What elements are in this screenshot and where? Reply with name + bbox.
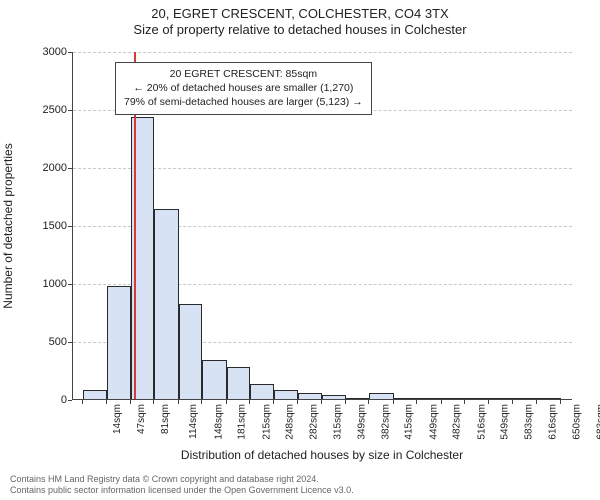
- x-tick-label: 148sqm: [213, 404, 224, 440]
- x-tick-mark: [297, 400, 298, 404]
- y-tick-label: 1500: [7, 220, 67, 232]
- x-tick-mark: [488, 400, 489, 404]
- histogram-bar: [442, 398, 466, 399]
- x-tick-label: 482sqm: [452, 404, 463, 440]
- x-tick-mark: [82, 400, 83, 404]
- x-axis-label: Distribution of detached houses by size …: [72, 448, 572, 462]
- y-tick-label: 1000: [7, 278, 67, 290]
- x-tick-label: 14sqm: [112, 404, 123, 434]
- x-tick-mark: [536, 400, 537, 404]
- title-line-2: Size of property relative to detached ho…: [0, 22, 600, 38]
- y-tick-label: 2500: [7, 104, 67, 116]
- x-tick-label: 349sqm: [357, 404, 368, 440]
- annotation-box: 20 EGRET CRESCENT: 85sqm ← 20% of detach…: [115, 62, 372, 115]
- histogram-bar: [489, 398, 513, 399]
- y-tick-label: 500: [7, 336, 67, 348]
- y-tick-mark: [68, 342, 72, 343]
- annotation-line-3: 79% of semi-detached houses are larger (…: [124, 95, 363, 109]
- y-tick-label: 3000: [7, 46, 67, 58]
- histogram-bar: [107, 286, 131, 399]
- x-tick-mark: [416, 400, 417, 404]
- histogram-bar: [83, 390, 107, 399]
- x-tick-mark: [321, 400, 322, 404]
- histogram-bar: [322, 395, 346, 399]
- x-tick-label: 516sqm: [476, 404, 487, 440]
- x-tick-label: 549sqm: [500, 404, 511, 440]
- title-block: 20, EGRET CRESCENT, COLCHESTER, CO4 3TX …: [0, 0, 600, 39]
- x-tick-label: 114sqm: [188, 404, 199, 439]
- x-tick-mark: [368, 400, 369, 404]
- gridline: [73, 52, 572, 53]
- x-tick-mark: [201, 400, 202, 404]
- x-tick-label: 449sqm: [428, 404, 439, 440]
- x-tick-mark: [512, 400, 513, 404]
- annotation-line-1: 20 EGRET CRESCENT: 85sqm: [124, 67, 363, 81]
- histogram-bar: [179, 304, 203, 399]
- x-tick-mark: [249, 400, 250, 404]
- x-tick-label: 583sqm: [524, 404, 535, 440]
- x-tick-label: 81sqm: [160, 404, 171, 434]
- y-axis-label: Number of detached properties: [1, 61, 15, 226]
- x-tick-mark: [441, 400, 442, 404]
- x-tick-mark: [130, 400, 131, 404]
- y-tick-mark: [68, 168, 72, 169]
- y-tick-label: 2000: [7, 162, 67, 174]
- y-tick-mark: [68, 226, 72, 227]
- title-line-1: 20, EGRET CRESCENT, COLCHESTER, CO4 3TX: [0, 6, 600, 22]
- y-tick-label: 0: [7, 394, 67, 406]
- y-tick-mark: [68, 284, 72, 285]
- histogram-bar: [417, 398, 441, 399]
- y-tick-mark: [68, 52, 72, 53]
- x-tick-mark: [393, 400, 394, 404]
- footer: Contains HM Land Registry data © Crown c…: [10, 474, 354, 496]
- histogram-bar: [537, 398, 561, 399]
- histogram-bar: [369, 393, 393, 399]
- x-tick-label: 47sqm: [136, 404, 147, 434]
- histogram-bar: [154, 209, 178, 399]
- histogram-bar: [298, 393, 322, 399]
- histogram-bar: [202, 360, 226, 399]
- histogram-bar: [250, 384, 274, 399]
- x-tick-label: 282sqm: [309, 404, 320, 440]
- y-tick-mark: [68, 400, 72, 401]
- histogram-bar: [394, 398, 418, 399]
- footer-line-1: Contains HM Land Registry data © Crown c…: [10, 474, 354, 485]
- annotation-line-2: ← 20% of detached houses are smaller (1,…: [124, 81, 363, 95]
- x-tick-label: 415sqm: [404, 404, 415, 440]
- x-tick-label: 650sqm: [572, 404, 583, 440]
- x-tick-mark: [560, 400, 561, 404]
- x-tick-mark: [345, 400, 346, 404]
- x-tick-mark: [464, 400, 465, 404]
- histogram-bar: [274, 390, 298, 399]
- x-tick-label: 215sqm: [261, 404, 272, 440]
- footer-line-2: Contains public sector information licen…: [10, 485, 354, 496]
- x-tick-mark: [273, 400, 274, 404]
- y-tick-mark: [68, 110, 72, 111]
- x-tick-label: 181sqm: [237, 404, 248, 440]
- x-tick-label: 248sqm: [285, 404, 296, 440]
- x-tick-label: 315sqm: [333, 404, 344, 440]
- histogram-bar: [227, 367, 251, 399]
- chart-container: 20, EGRET CRESCENT, COLCHESTER, CO4 3TX …: [0, 0, 600, 500]
- x-tick-label: 616sqm: [548, 404, 559, 440]
- histogram-bar: [465, 398, 489, 399]
- x-tick-label: 382sqm: [380, 404, 391, 440]
- x-tick-mark: [226, 400, 227, 404]
- histogram-bar: [513, 398, 537, 399]
- x-tick-mark: [106, 400, 107, 404]
- x-tick-label: 683sqm: [595, 404, 600, 440]
- histogram-bar: [346, 398, 370, 399]
- x-tick-mark: [153, 400, 154, 404]
- x-tick-mark: [178, 400, 179, 404]
